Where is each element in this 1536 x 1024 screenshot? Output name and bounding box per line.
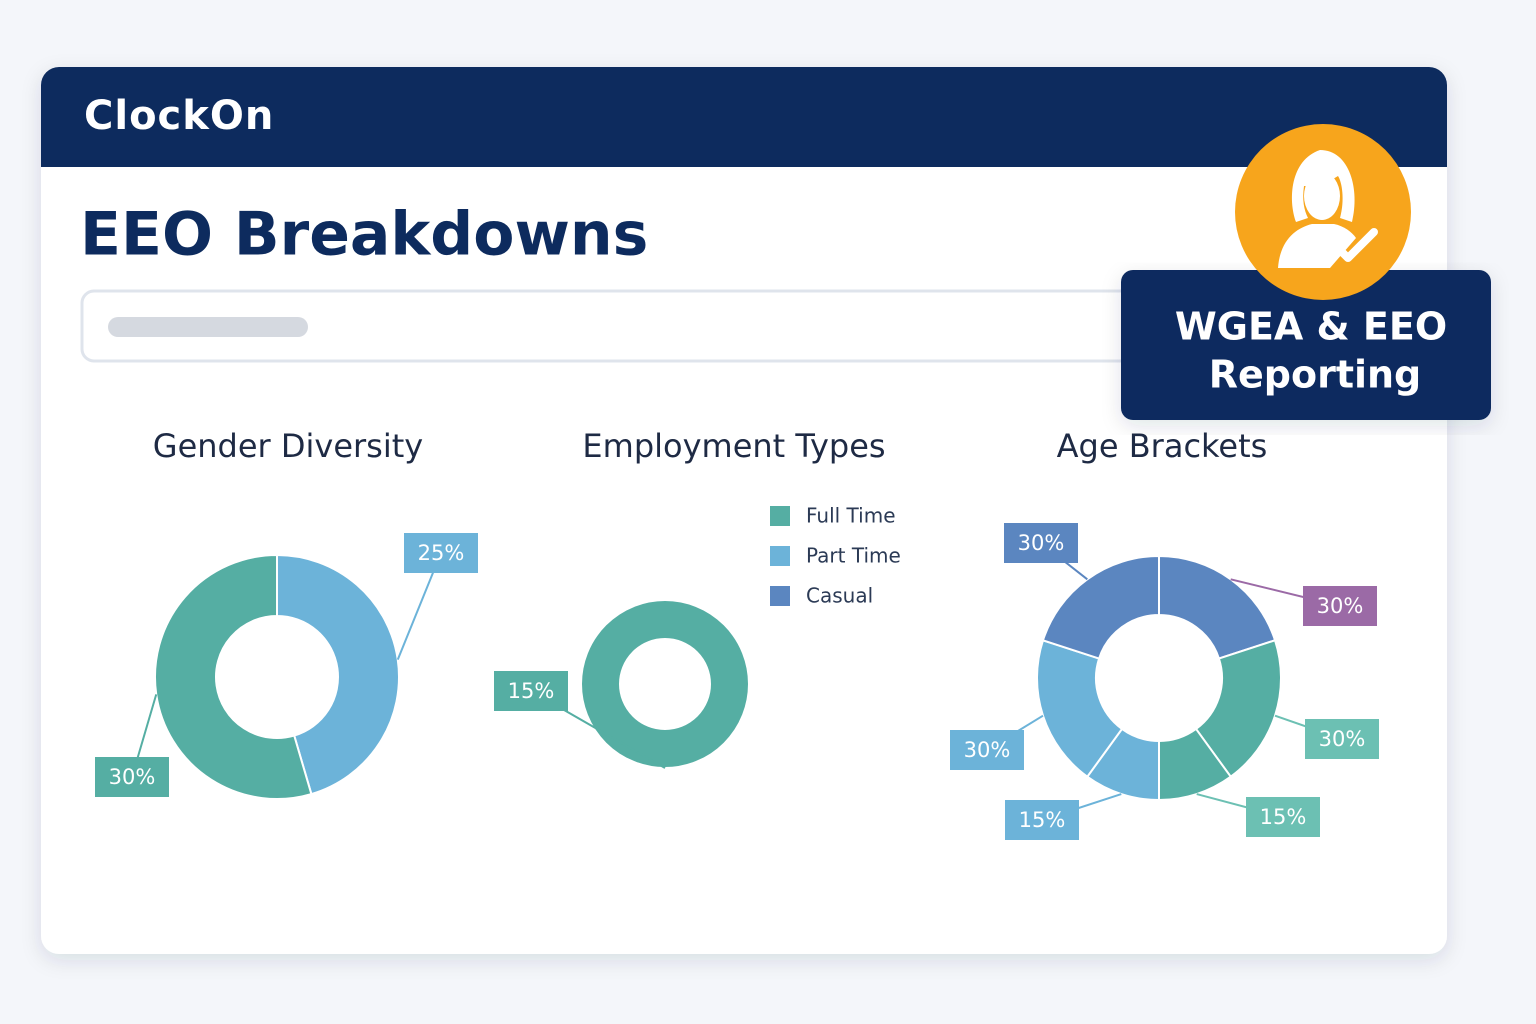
- value-label-box: [1005, 800, 1079, 840]
- donut-segment: [1036, 639, 1124, 779]
- value-label: 15%: [1260, 805, 1307, 829]
- donut-segment: [154, 553, 313, 800]
- value-label: 30%: [1018, 531, 1065, 555]
- legend-label: Full Time: [806, 504, 896, 528]
- legend-label: Part Time: [806, 544, 901, 568]
- chart-title: Employment Types: [582, 427, 885, 465]
- donut-segment: [1041, 554, 1160, 660]
- check-mark: [1332, 228, 1378, 262]
- legend-label: Casual: [806, 584, 873, 608]
- charts: Gender Diversity 25% 30% Employment Types 15…: [95, 427, 1379, 840]
- value-label-box: [1303, 586, 1377, 626]
- donut-segment: [1194, 639, 1282, 779]
- value-label-box: [1246, 797, 1320, 837]
- value-label-box: [95, 757, 169, 797]
- badge-text: Reporting: [1209, 353, 1422, 397]
- legend-swatch: [770, 546, 790, 566]
- badge: [1121, 270, 1491, 420]
- person-head: [1304, 172, 1340, 220]
- value-label-box: [1004, 523, 1078, 563]
- logo[interactable]: ClockOn: [84, 93, 274, 139]
- value-label-box: [494, 671, 568, 711]
- donut-segment: [276, 553, 400, 796]
- page-title: EEO Breakdowns: [80, 200, 648, 270]
- value-label: 30%: [964, 738, 1011, 762]
- chart-title: Gender Diversity: [153, 427, 423, 465]
- value-label: 25%: [418, 541, 465, 565]
- value-label: 15%: [508, 679, 555, 703]
- value-label: 30%: [1319, 727, 1366, 751]
- header-bar: [41, 67, 1447, 167]
- value-label-box: [950, 730, 1024, 770]
- legend-swatch: [770, 586, 790, 606]
- value-label: 30%: [1317, 594, 1364, 618]
- search-placeholder: [108, 317, 308, 337]
- legend-swatch: [770, 506, 790, 526]
- value-label: 30%: [109, 765, 156, 789]
- value-label: 15%: [1019, 808, 1066, 832]
- badge-text: WGEA & EEO: [1175, 305, 1447, 349]
- person-body: [1278, 224, 1356, 268]
- person-hair: [1291, 150, 1355, 222]
- value-label-box: [1305, 719, 1379, 759]
- value-label-box: [404, 533, 478, 573]
- chart-title: Age Brackets: [1057, 427, 1268, 465]
- donut-segment: [1158, 554, 1277, 660]
